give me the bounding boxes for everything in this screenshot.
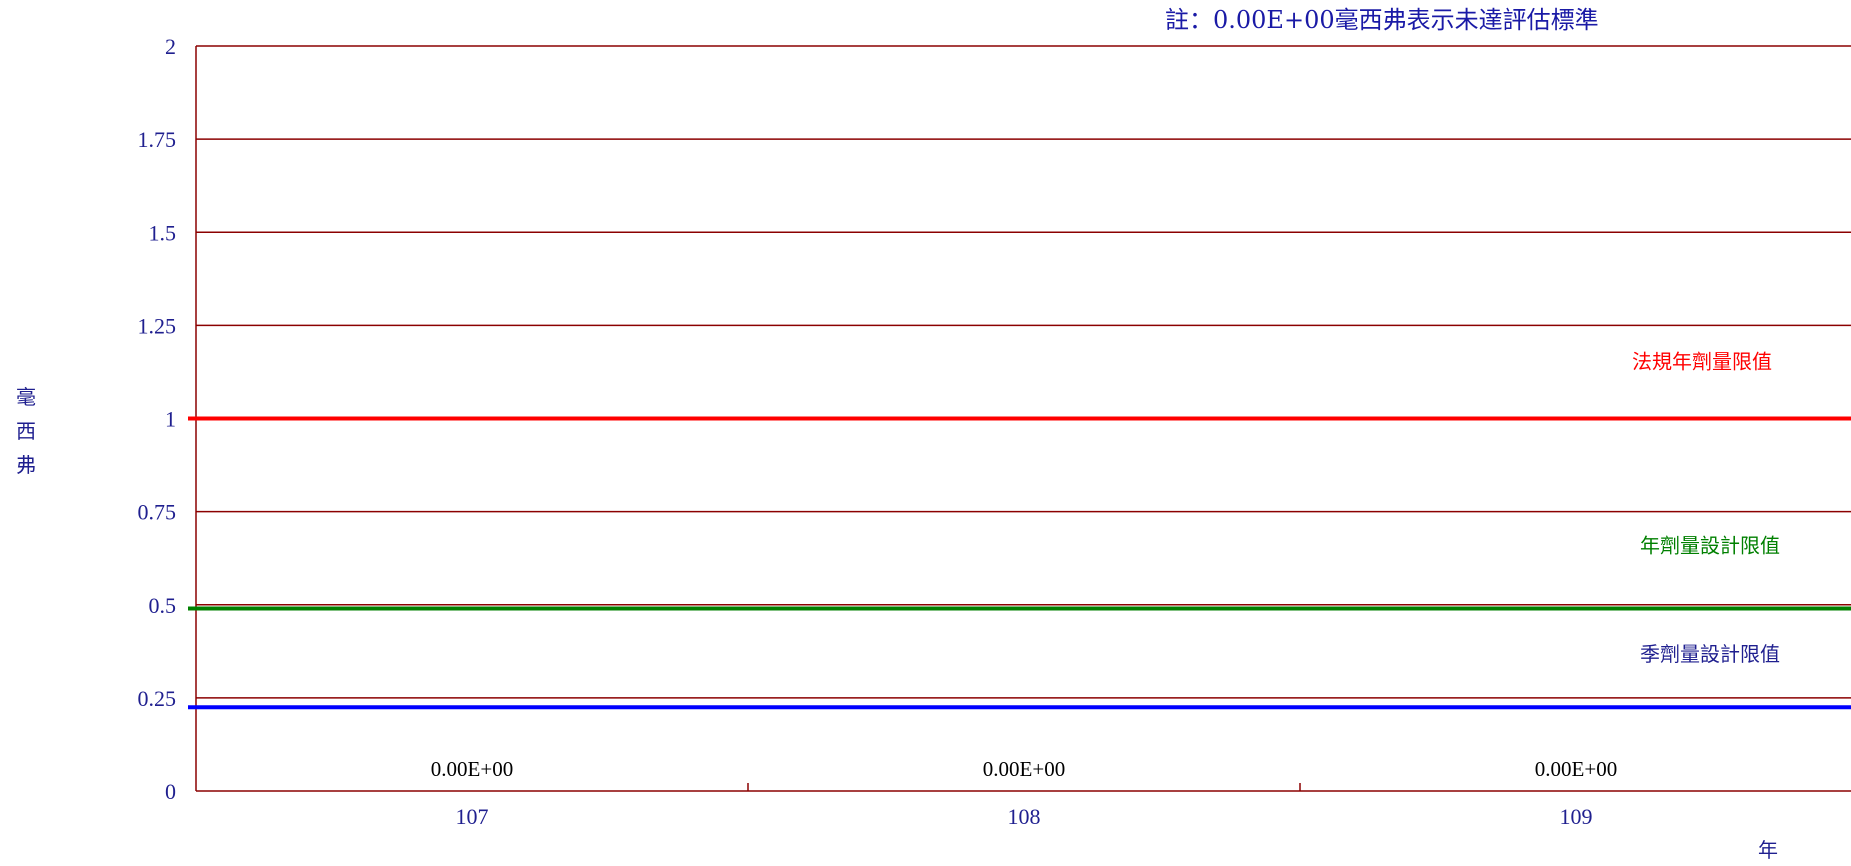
y-tick-label: 1.25 [138, 313, 177, 338]
y-tick-label: 0.75 [138, 500, 177, 525]
x-tick-labels: 107 108 109 [456, 804, 1593, 829]
x-axis-title: 年 [1758, 838, 1778, 862]
y-tick-label: 0 [165, 779, 176, 804]
grid [196, 45, 1851, 699]
chart-note: 註：0.00E+00毫西弗表示未達評估標準 [1165, 6, 1599, 34]
y-tick-label: 1.75 [138, 127, 177, 152]
y-tick-label: 0.5 [149, 593, 177, 618]
y-axis-title-char: 西 [16, 419, 36, 443]
x-tick-label: 108 [1008, 804, 1041, 829]
x-tick-label: 107 [456, 804, 489, 829]
value-labels: 0.00E+00 0.00E+00 0.00E+00 [431, 757, 1617, 781]
y-tick-label: 1 [165, 407, 176, 432]
y-tick-labels: 0 0.25 0.5 0.75 1 1.25 1.5 1.75 2 [138, 34, 177, 804]
y-tick-label: 2 [165, 34, 176, 59]
value-label: 0.00E+00 [983, 757, 1065, 781]
reference-line-label: 季劑量設計限值 [1640, 642, 1780, 666]
y-tick-label: 0.25 [138, 686, 177, 711]
value-label: 0.00E+00 [431, 757, 513, 781]
y-axis-title-char: 弗 [16, 453, 36, 477]
x-tick-label: 109 [1560, 804, 1593, 829]
y-axis-title-char: 毫 [16, 385, 36, 409]
value-label: 0.00E+00 [1535, 757, 1617, 781]
reference-line-label: 年劑量設計限值 [1640, 533, 1780, 557]
reference-line-label: 法規年劑量限值 [1632, 350, 1772, 374]
y-axis-title: 毫西弗 [16, 385, 36, 477]
y-tick-label: 1.5 [149, 220, 177, 245]
